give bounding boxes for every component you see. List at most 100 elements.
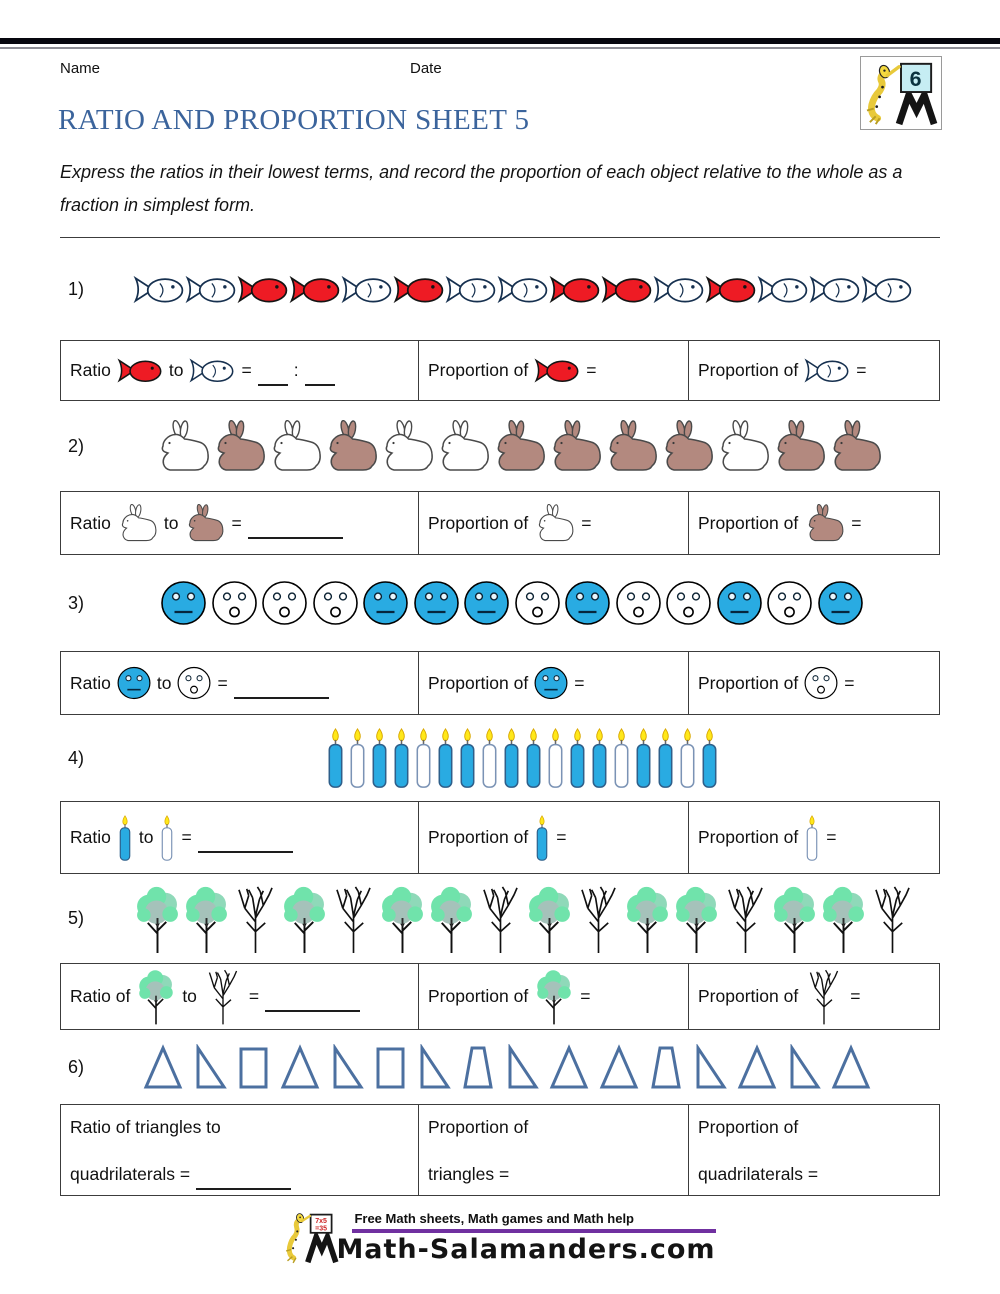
- tree-bare-icon: [238, 885, 273, 953]
- problem-5: 5) Ratio of to = Proportion of =: [60, 874, 940, 1030]
- problem-2: 2) Ratio to = Proportion of =: [60, 401, 940, 555]
- salamander-badge-icon: 6: [866, 62, 938, 126]
- problem-6: 6) Ratio of triangles to quadrilaterals …: [60, 1030, 940, 1196]
- ratio-label: Ratio: [70, 512, 111, 533]
- face-blue-icon: [817, 581, 863, 625]
- rabbit-white-icon: [161, 420, 209, 471]
- top-rule-thin: [0, 47, 1000, 49]
- face-blue-icon: [161, 581, 206, 625]
- shape-triangle-icon: [549, 1044, 589, 1089]
- footer-board-line1: 7x5: [316, 1218, 328, 1225]
- problem-6-icon-row: 6): [60, 1030, 940, 1104]
- proportion-second-cell: Proportion of =: [688, 492, 941, 554]
- problem-1: 1) Ratio to = : Proportion of =: [60, 238, 940, 401]
- face-white-icon: [666, 581, 711, 625]
- rabbit-brown-icon: [609, 420, 657, 471]
- white-rabbit-icon: [117, 504, 158, 542]
- page-title: RATIO AND PROPORTION SHEET 5: [58, 104, 530, 136]
- face-blue-icon: [716, 581, 762, 625]
- candle-blue-icon: [570, 728, 585, 788]
- bare-tree-icon: [203, 967, 243, 1026]
- proportion-label: Proportion of: [428, 1117, 529, 1137]
- white-candle-icon: [804, 812, 820, 864]
- date-label: Date: [410, 60, 442, 77]
- equals-sign: =: [826, 827, 837, 847]
- ratio-cell: Ratio to =: [61, 802, 418, 873]
- equals-sign: =: [581, 512, 592, 533]
- equals-sign: =: [231, 512, 242, 533]
- name-label: Name: [60, 60, 101, 77]
- face-white-icon: [767, 581, 812, 625]
- face-white-icon: [514, 581, 560, 625]
- shape-icon-strip: [143, 1044, 871, 1090]
- tree-green-icon: [284, 886, 325, 953]
- top-rule-thick: [0, 38, 1000, 44]
- candle-white-icon: [416, 728, 431, 788]
- problem-3-icon-row: 3): [60, 555, 940, 651]
- fish-red-icon: [549, 275, 600, 303]
- proportion-second-cell: Proportion of =: [688, 802, 941, 873]
- rabbit-white-icon: [273, 420, 321, 471]
- ratio-cell: Ratio of triangles to quadrilaterals =: [61, 1105, 418, 1195]
- salamander-badge-logo: 6: [860, 56, 942, 130]
- ratio-cell: Ratio to =: [61, 492, 418, 554]
- answer-blank: [265, 995, 361, 1013]
- fish-red-icon: [601, 275, 652, 303]
- blue-face-icon: [117, 666, 151, 700]
- face-blue-icon: [565, 581, 610, 625]
- footer-salamander-icon: 7x5 =35: [286, 1213, 339, 1264]
- shape-right-triangle-icon: [508, 1044, 539, 1089]
- candle-white-icon: [548, 728, 563, 788]
- tree-icon-strip: [133, 883, 917, 955]
- blue-face-icon: [534, 666, 568, 700]
- proportion-first-cell: Proportion of =: [418, 802, 688, 873]
- proportion-first-cell: Proportion of =: [418, 341, 688, 400]
- tree-green-icon: [186, 886, 227, 953]
- proportion-label: Proportion of: [698, 360, 799, 380]
- proportion-second-cell: Proportion of =: [688, 341, 941, 400]
- proportion-second-cell: Proportion of quadrilaterals =: [688, 1105, 941, 1195]
- fish-red-icon: [289, 275, 340, 303]
- candle-blue-icon: [658, 728, 673, 788]
- problem-6-answer-table: Ratio of triangles to quadrilaterals = P…: [60, 1104, 940, 1196]
- problem-number: 2): [68, 435, 85, 456]
- candle-blue-icon: [119, 814, 131, 861]
- equals-sign: =: [850, 986, 861, 1006]
- fish-icon-strip: [133, 272, 913, 307]
- white-rabbit-icon: [534, 504, 575, 542]
- shape-triangle-icon: [831, 1044, 871, 1089]
- shape-triangle-icon: [143, 1044, 183, 1089]
- problem-number: 1): [68, 278, 85, 299]
- ratio-label: Ratio: [70, 360, 111, 380]
- white-fish-icon: [804, 355, 850, 386]
- fish-white-icon: [497, 275, 548, 303]
- equals-sign: =: [844, 672, 855, 693]
- shape-rect-icon: [376, 1047, 405, 1089]
- shape-trapezoid-icon: [463, 1046, 493, 1089]
- fish-white-icon: [757, 275, 808, 303]
- rabbit-brown-icon: [665, 420, 713, 471]
- face-white-icon: [615, 581, 661, 625]
- face-icon-strip: [160, 580, 864, 626]
- shape-trapezoid-icon: [651, 1046, 681, 1089]
- proportion-object-label: quadrilaterals =: [698, 1164, 819, 1184]
- problem-number: 4): [68, 747, 85, 768]
- equals-sign: =: [856, 360, 867, 380]
- fish-white-icon: [653, 275, 704, 303]
- proportion-label: Proportion of: [428, 512, 529, 533]
- to-label: to: [168, 360, 184, 380]
- proportion-label: Proportion of: [428, 360, 529, 380]
- tree-green-icon: [139, 970, 174, 1025]
- equals-sign: =: [556, 827, 567, 847]
- candle-blue-icon: [536, 814, 548, 861]
- green-tree-icon: [136, 967, 176, 1026]
- problem-number: 5): [68, 908, 85, 928]
- candle-blue-icon: [438, 728, 453, 788]
- rabbit-brown-icon: [809, 504, 844, 542]
- shape-triangle-icon: [737, 1044, 777, 1089]
- tree-green-icon: [529, 886, 570, 953]
- tree-green-icon: [627, 886, 668, 953]
- candle-blue-icon: [460, 728, 475, 788]
- white-candle-icon: [159, 812, 175, 864]
- face-white-icon: [804, 666, 838, 700]
